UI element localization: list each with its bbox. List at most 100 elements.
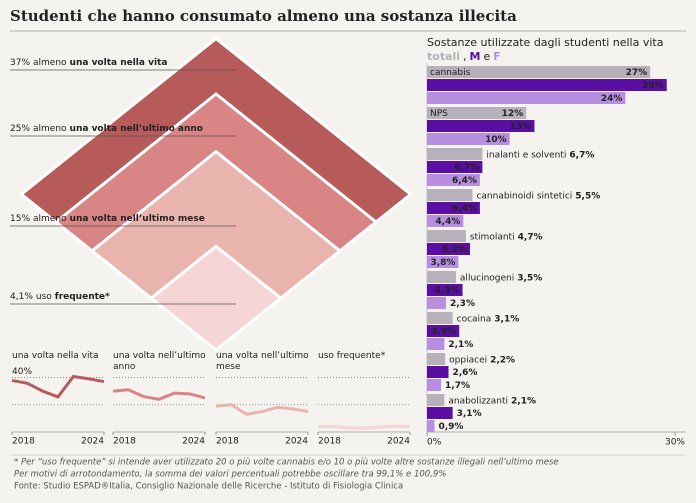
category-name: cocaina bbox=[457, 314, 492, 324]
category-name: oppiacei bbox=[449, 355, 487, 365]
level-label: 15% almeno una volta nell’ultimo mese bbox=[10, 214, 205, 224]
bar bbox=[427, 66, 651, 78]
bar bbox=[427, 174, 480, 186]
legend-joiner: e bbox=[484, 50, 491, 63]
title: Studenti che hanno consumato almeno una … bbox=[10, 7, 517, 25]
value-label: 2,6% bbox=[452, 368, 477, 378]
level-text: almeno bbox=[33, 214, 67, 224]
level-value: 15% bbox=[10, 214, 30, 224]
x-tick-label: 2018 bbox=[12, 437, 35, 447]
x-tick-label: 2024 bbox=[182, 437, 205, 447]
level-label: 4,1% uso frequente* bbox=[10, 292, 110, 302]
value-label: 1,7% bbox=[445, 381, 470, 391]
category-name: stimolanti bbox=[470, 232, 515, 242]
bar bbox=[427, 161, 483, 173]
value-label: 3,9% bbox=[431, 327, 456, 337]
bar bbox=[427, 379, 442, 391]
bar bbox=[427, 338, 445, 350]
x-tick-label: 2018 bbox=[216, 437, 239, 447]
bar bbox=[427, 394, 445, 406]
level-bold: una volta nell’ultimo mese bbox=[70, 214, 205, 224]
mini-title: una volta nell’ultimo mese bbox=[216, 351, 309, 372]
bar bbox=[427, 353, 446, 365]
value-label: 6,4% bbox=[452, 204, 477, 214]
category-name: inalanti e solventi bbox=[486, 150, 566, 160]
bar-title: Sostanze utilizzate dagli studenti nella… bbox=[427, 36, 663, 49]
mini-title: uso frequente* bbox=[318, 351, 386, 361]
value-label: 29% bbox=[642, 81, 664, 91]
mini-title: una volta nella vita bbox=[12, 351, 99, 361]
category-label: cannabis bbox=[430, 68, 471, 78]
bar bbox=[427, 215, 464, 227]
bar bbox=[427, 325, 460, 337]
value-label: 3,1% bbox=[494, 314, 519, 324]
trend-line bbox=[11, 374, 105, 399]
value-label: 5,2% bbox=[442, 245, 467, 255]
legend-entry: M bbox=[470, 50, 481, 63]
level-text: almeno bbox=[33, 58, 67, 68]
x-tick-label: 2024 bbox=[81, 437, 104, 447]
bar bbox=[427, 420, 435, 432]
level-value: 25% bbox=[10, 124, 30, 134]
category-label: cocaina 3,1% bbox=[457, 314, 520, 324]
value-label: 2,1% bbox=[448, 340, 473, 350]
legend-entry: F bbox=[493, 50, 501, 63]
trend-line bbox=[318, 424, 411, 430]
x-tick-label: 30% bbox=[665, 438, 685, 448]
bar bbox=[427, 79, 667, 91]
value-label: 4,3% bbox=[435, 286, 460, 296]
category-label: inalanti e solventi 6,7% bbox=[486, 150, 594, 160]
category-name: cannabinoidi sintetici bbox=[476, 191, 572, 201]
category-label: oppiacei 2,2% bbox=[449, 355, 515, 365]
category-label: NPS bbox=[430, 109, 448, 119]
value-label: 13% bbox=[510, 122, 532, 132]
bar bbox=[427, 107, 527, 119]
bar bbox=[427, 189, 473, 201]
bar bbox=[427, 297, 447, 309]
value-label: 0,9% bbox=[438, 422, 463, 432]
category-label: allucinogeni 3,5% bbox=[460, 273, 542, 283]
value-label: 6,7% bbox=[569, 150, 594, 160]
value-label: 3,8% bbox=[430, 258, 455, 268]
legend-joiner: , bbox=[463, 50, 467, 63]
x-tick-label: 2018 bbox=[113, 437, 136, 447]
level-value: 4,1% bbox=[10, 292, 33, 302]
category-name: allucinogeni bbox=[460, 273, 514, 283]
value-label: 2,1% bbox=[511, 396, 536, 406]
level-bold: una volta nell’ultimo anno bbox=[70, 124, 203, 134]
x-tick-label: 2024 bbox=[285, 437, 308, 447]
value-label: 6,4% bbox=[452, 176, 477, 186]
category-name: anabolizzanti bbox=[448, 396, 508, 406]
mini-title: una volta nell’ultimo anno bbox=[113, 351, 206, 372]
bar bbox=[427, 407, 453, 419]
x-tick-label: 2024 bbox=[387, 437, 410, 447]
value-label: 3,5% bbox=[517, 273, 542, 283]
bar bbox=[427, 148, 483, 160]
bar bbox=[427, 92, 626, 104]
level-bold: una volta nella vita bbox=[70, 58, 168, 68]
bar bbox=[427, 230, 466, 242]
bar bbox=[427, 202, 480, 214]
value-label: 2,3% bbox=[450, 299, 475, 309]
level-text: uso bbox=[36, 292, 52, 302]
footnote: Per motivi di arrotondamento, la somma d… bbox=[14, 470, 446, 480]
x-tick-label: 0% bbox=[427, 438, 442, 448]
level-label: 37% almeno una volta nella vita bbox=[10, 58, 167, 68]
category-label: anabolizzanti 2,1% bbox=[448, 396, 536, 406]
level-label: 25% almeno una volta nell’ultimo anno bbox=[10, 124, 203, 134]
value-label: 3,1% bbox=[457, 409, 482, 419]
bar bbox=[427, 133, 510, 145]
level-value: 37% bbox=[10, 58, 30, 68]
bar bbox=[427, 284, 463, 296]
y-tick-label: 40% bbox=[12, 367, 32, 377]
value-label: 4,4% bbox=[435, 217, 460, 227]
bar bbox=[427, 243, 470, 255]
value-label: 4,7% bbox=[518, 232, 543, 242]
value-label: 27% bbox=[626, 68, 648, 78]
bar bbox=[427, 312, 453, 324]
value-label: 12% bbox=[502, 109, 524, 119]
bar bbox=[427, 256, 459, 268]
value-label: 10% bbox=[485, 135, 507, 145]
